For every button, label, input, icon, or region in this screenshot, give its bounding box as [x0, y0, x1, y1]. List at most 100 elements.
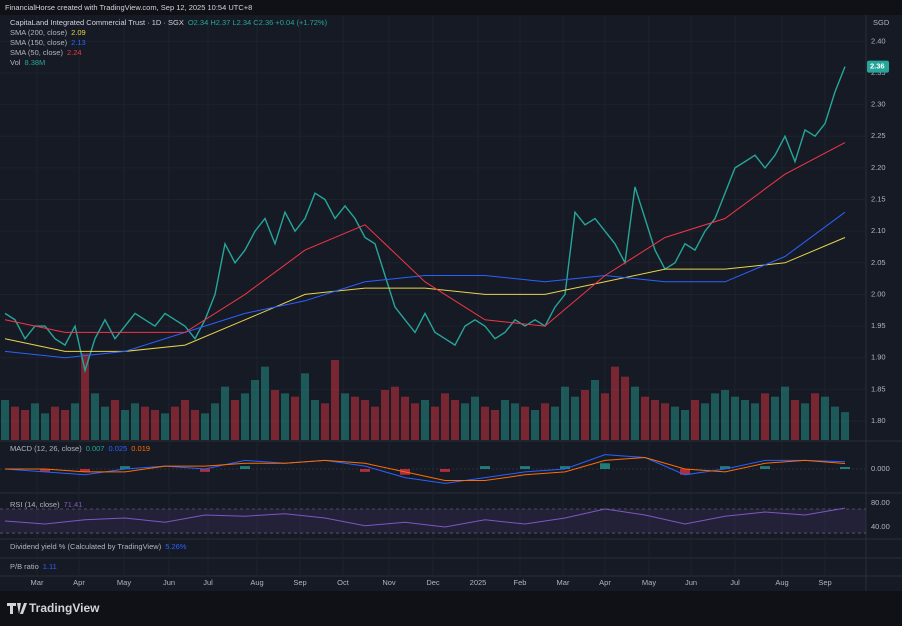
volume-bar: [841, 412, 849, 440]
x-tick-label: Nov: [382, 578, 396, 587]
y-tick-label: 1.85: [871, 384, 886, 393]
chart-area: [0, 15, 902, 591]
volume-bar: [491, 410, 499, 440]
x-tick-label: Jun: [685, 578, 697, 587]
volume-bar: [101, 406, 109, 440]
volume-bar: [331, 360, 339, 440]
volume-bar: [261, 366, 269, 440]
volume-bar: [271, 390, 279, 440]
volume-bar: [121, 410, 129, 440]
legend-text: 2.13: [71, 38, 86, 47]
volume-bar: [241, 393, 249, 440]
x-tick-label: Aug: [775, 578, 788, 587]
x-tick-label: Aug: [250, 578, 263, 587]
volume-bar: [41, 413, 49, 440]
rsi-band: [0, 508, 866, 534]
legend-text: 2.09: [71, 28, 86, 37]
volume-bar: [321, 403, 329, 440]
volume-bar: [521, 406, 529, 440]
volume-bar: [561, 386, 569, 440]
volume-bar: [691, 400, 699, 440]
x-tick-label: Apr: [73, 578, 85, 587]
volume-bar: [31, 403, 39, 440]
volume-bar: [581, 390, 589, 440]
volume-bar: [801, 403, 809, 440]
volume-bar: [721, 390, 729, 440]
legend-text: 0.019: [131, 444, 150, 453]
volume-bar: [821, 396, 829, 440]
y-tick-label: 40.00: [871, 522, 890, 531]
volume-bar: [21, 410, 29, 440]
x-tick-label: Oct: [337, 578, 350, 587]
volume-bar: [1, 400, 9, 440]
y-tick-label: 1.95: [871, 321, 886, 330]
volume-bar: [251, 380, 259, 440]
volume-bar: [131, 403, 139, 440]
volume-bar: [731, 396, 739, 440]
y-tick-label: 2.40: [871, 36, 886, 45]
y-tick-label: 1.80: [871, 416, 886, 425]
volume-bar: [361, 400, 369, 440]
volume-bar: [531, 410, 539, 440]
legend-text: SMA (200, close): [10, 28, 68, 37]
volume-bar: [611, 366, 619, 440]
x-tick-label: Sep: [293, 578, 306, 587]
volume-bar: [211, 403, 219, 440]
series-line: [4, 142, 846, 333]
volume-bar: [471, 396, 479, 440]
volume-bar: [411, 403, 419, 440]
legend-row: Vol 8.38M: [10, 58, 45, 67]
legend-text: CapitaLand Integrated Commercial Trust ·…: [10, 18, 184, 27]
macd-histogram-bar: [480, 466, 490, 469]
legend-row: MACD (12, 26, close) 0.007 0.025 0.019: [10, 444, 150, 453]
legend-text: SMA (150, close): [10, 38, 68, 47]
volume-bar: [551, 406, 559, 440]
volume-bar: [761, 393, 769, 440]
volume-bar: [651, 400, 659, 440]
legend-text: 71.41: [64, 500, 83, 509]
legend-row: P/B ratio 1.11: [10, 562, 57, 571]
macd-histogram-bar: [680, 469, 690, 475]
legend-text: 0.007: [86, 444, 105, 453]
volume-bar: [181, 400, 189, 440]
volume-bar: [421, 400, 429, 440]
volume-bar: [571, 396, 579, 440]
macd-histogram-bar: [720, 466, 730, 469]
volume-bar: [781, 386, 789, 440]
macd-histogram-bar: [560, 466, 570, 469]
y-tick-label: 80.00: [871, 498, 890, 507]
volume-bar: [401, 396, 409, 440]
y-tick-label: 2.25: [871, 131, 886, 140]
macd-histogram-bar: [840, 466, 850, 469]
legend-row: Dividend yield % (Calculated by TradingV…: [10, 542, 187, 551]
volume-bar: [751, 403, 759, 440]
volume-bar: [641, 396, 649, 440]
volume-bar: [541, 403, 549, 440]
volume-bar: [201, 413, 209, 440]
macd-histogram-bar: [240, 466, 250, 469]
macd-histogram-bar: [120, 466, 130, 469]
volume-bar: [591, 380, 599, 440]
y-tick-label: 2.20: [871, 163, 886, 172]
volume-bar: [71, 403, 79, 440]
volume-bar: [741, 400, 749, 440]
series-line: [4, 454, 846, 484]
legend-text: 0.025: [108, 444, 127, 453]
x-tick-label: Jul: [730, 578, 740, 587]
legend-text: 2.24: [67, 48, 82, 57]
x-tick-label: Mar: [557, 578, 570, 587]
volume-bar: [391, 386, 399, 440]
legend-text: RSI (14, close): [10, 500, 60, 509]
macd-histogram-bar: [760, 466, 770, 469]
volume-bar: [621, 376, 629, 440]
legend-text: P/B ratio: [10, 562, 39, 571]
x-tick-label: Jun: [163, 578, 175, 587]
y-tick-label: 2.00: [871, 289, 886, 298]
volume-bar: [431, 406, 439, 440]
volume-bar: [681, 410, 689, 440]
volume-bar: [631, 386, 639, 440]
volume-bar: [111, 400, 119, 440]
x-tick-label: Jul: [203, 578, 213, 587]
x-tick-label: May: [642, 578, 656, 587]
logo: [7, 603, 27, 614]
